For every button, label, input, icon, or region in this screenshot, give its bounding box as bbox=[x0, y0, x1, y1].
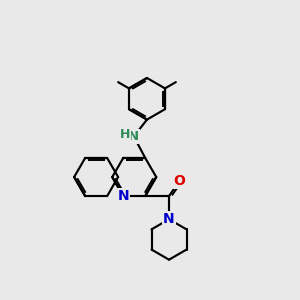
Text: O: O bbox=[174, 174, 185, 188]
Text: H: H bbox=[120, 128, 131, 142]
Text: N: N bbox=[128, 130, 140, 143]
Text: H: H bbox=[129, 130, 139, 143]
Text: N: N bbox=[117, 189, 129, 203]
Text: N: N bbox=[163, 212, 175, 226]
